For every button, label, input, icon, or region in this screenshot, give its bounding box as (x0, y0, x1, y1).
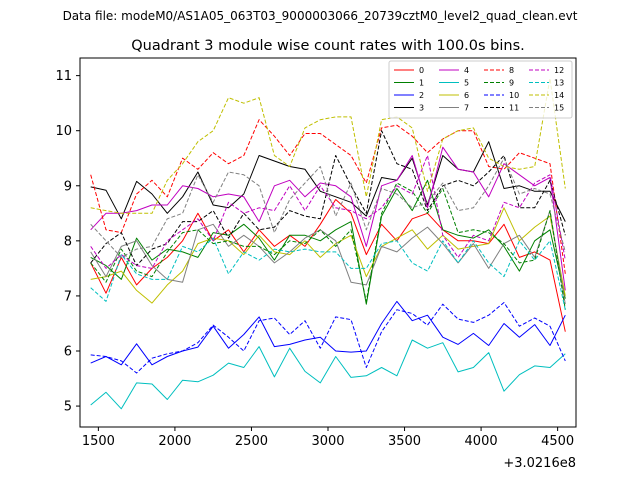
series-line-12 (90, 155, 566, 269)
x-tick-label-4500: 4500 (541, 434, 574, 449)
y-tick-label-11: 11 (55, 69, 72, 84)
legend-label-14: 14 (554, 91, 564, 100)
series-line-3 (90, 141, 566, 222)
legend-label-11: 11 (509, 104, 519, 113)
legend-label-9: 9 (509, 79, 514, 88)
plot-area: 1500 2000 2500 3000 3500 4000 4500 +3.0216e8 5 6 7… (55, 57, 577, 471)
legend-label-3: 3 (419, 104, 424, 113)
series-line-14 (90, 77, 566, 214)
series-line-13 (90, 237, 566, 310)
series-line-5 (90, 339, 566, 410)
x-tick-label-1500: 1500 (82, 434, 115, 449)
series-line-7 (90, 210, 566, 305)
series-line-2 (90, 300, 566, 366)
series-line-15 (90, 157, 566, 258)
legend-label-8: 8 (509, 66, 514, 75)
legend-label-2: 2 (419, 91, 424, 100)
chart-title: Quadrant 3 module wise count rates with … (131, 38, 525, 54)
x-offset-label: +3.0216e8 (503, 456, 576, 471)
legend-label-13: 13 (554, 79, 564, 88)
y-tick-label-9: 9 (64, 179, 72, 194)
legend-label-4: 4 (464, 66, 469, 75)
series-line-10 (90, 302, 566, 374)
legend-label-10: 10 (509, 91, 519, 100)
legend-label-6: 6 (464, 91, 469, 100)
x-tick-label-2000: 2000 (158, 434, 191, 449)
legend-label-12: 12 (554, 66, 564, 75)
series-line-8 (90, 119, 566, 274)
y-tick-label-6: 6 (64, 344, 72, 359)
legend-label-15: 15 (554, 104, 564, 113)
series-line-9 (90, 182, 566, 310)
data-file-label: Data file: modeM0/AS1A05_063T03_90000030… (63, 9, 578, 23)
series-line-11 (90, 130, 566, 267)
y-tick-label-5: 5 (64, 400, 72, 415)
y-tick-label-8: 8 (64, 234, 72, 249)
y-tick-label-7: 7 (64, 289, 72, 304)
series-line-0 (90, 199, 566, 332)
x-tick-label-2500: 2500 (235, 434, 268, 449)
series-line-4 (90, 146, 566, 291)
legend-label-0: 0 (419, 66, 424, 75)
series-line-1 (90, 179, 566, 305)
legend-box (388, 60, 573, 119)
legend-label-7: 7 (464, 104, 469, 113)
x-tick-label-4000: 4000 (465, 434, 498, 449)
x-tick-label-3000: 3000 (311, 434, 344, 449)
x-tick-label-3500: 3500 (388, 434, 421, 449)
y-tick-label-10: 10 (55, 124, 72, 139)
legend-label-5: 5 (464, 79, 469, 88)
legend-label-1: 1 (419, 79, 424, 88)
series-line-6 (90, 207, 566, 304)
